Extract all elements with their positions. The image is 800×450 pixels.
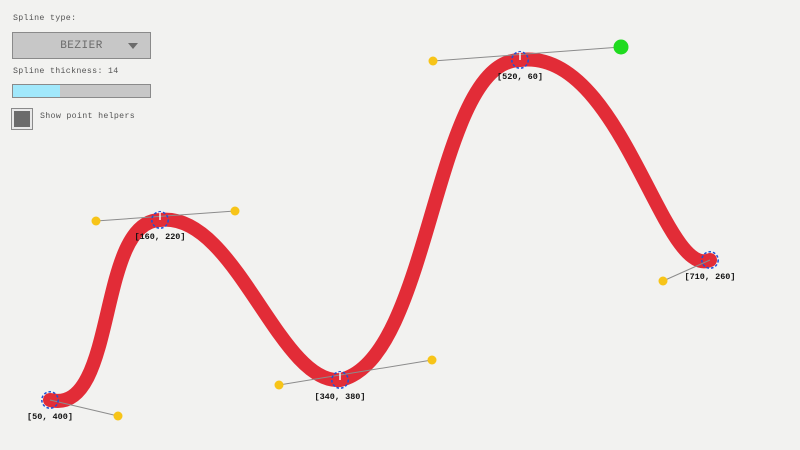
- svg-text:[340, 380]: [340, 380]: [314, 392, 365, 402]
- svg-text:[710, 260]: [710, 260]: [684, 272, 735, 282]
- svg-text:[520, 60]: [520, 60]: [497, 72, 543, 82]
- svg-text:[160, 220]: [160, 220]: [134, 232, 185, 242]
- svg-text:[50, 400]: [50, 400]: [27, 412, 73, 422]
